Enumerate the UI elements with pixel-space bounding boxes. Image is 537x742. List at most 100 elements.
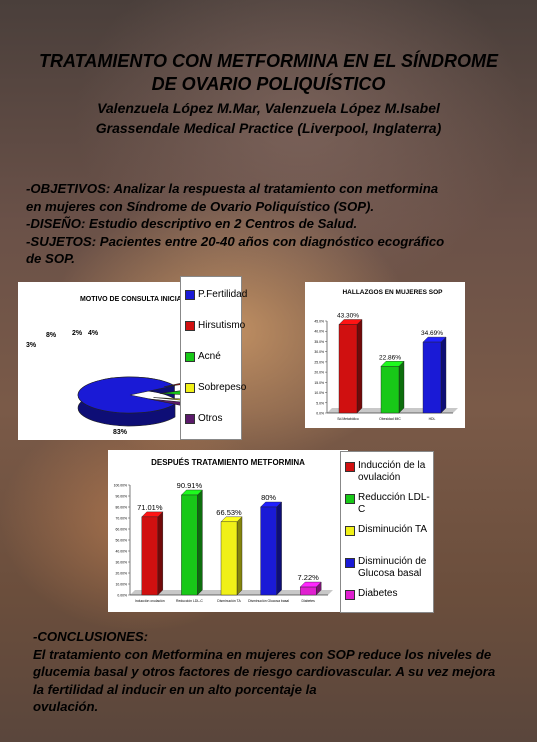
despues-chart-title: DESPUÉS TRATAMIENTO METFORMINA [151,458,305,467]
diseno-line: -DISEÑO: Estudio descriptivo en 2 Centro… [26,216,358,232]
objetivos-line-2: en mujeres con Síndrome de Ovario Poliqu… [26,198,375,214]
despues-bar-2 [220,521,238,596]
authors: Valenzuela López M.Mar, Valenzuela López… [97,100,440,116]
hallazgos-bar-side-2 [440,336,447,414]
legend-label: Otros [198,413,223,424]
intro-text: -OBJETIVOS: Analizar la respuesta al tra… [26,180,444,268]
legend-swatch [345,558,355,568]
hallazgos-y-tick-label: 30.0% [314,350,324,354]
hallazgos-y-tick-label: 15.0% [314,381,324,385]
title-line-2: DE OVARIO POLIQUÍSTICO [151,74,386,94]
hallazgos-bar-1 [380,366,400,414]
hallazgos-y-tick-label: 0.0% [316,412,324,416]
legend-label: Diabetes [358,588,398,599]
hallazgos-chart: 0.0% 5.0% 10.0% 15.0% 20.0% 25.0% 30.0% 35.0% 40… [314,312,458,421]
pie-label-1: 3% [26,342,37,349]
despues-bar-side-2 [236,516,243,596]
despues-category-label-3: Disminución Glucosa basal [248,599,289,603]
hallazgos-bar-0 [338,324,358,414]
pie-chart-title: MOTIVO DE CONSULTA INICIAL [79,296,187,303]
hallazgos-data-label-1: 22.86% [379,354,401,361]
legend-swatch [345,590,355,600]
legend-label: Reducción LDL-C [358,492,430,515]
despues-bar-side-3 [276,501,282,596]
objetivos-line-1: -OBJETIVOS: Analizar la respuesta al tra… [26,181,439,196]
pie-slice-4 [148,398,183,407]
despues-chart: 0.00% 10.00% 20.00% 30.00% 40.00% 50.00% 60.00… [114,481,333,603]
despues-category-label-4: Diabetes [302,599,316,603]
legend-swatch [345,462,355,472]
despues-data-label-3: 80% [261,493,276,502]
conclusions-text: -CONCLUSIONES: El tratamiento con Metfor… [33,628,495,716]
legend-label: Acné [198,351,221,362]
hallazgos-bar-side-0 [356,318,363,414]
institution: Grassendale Medical Practice (Liverpool,… [95,120,442,136]
legend-swatch [185,321,195,331]
legend-swatch [185,383,195,393]
conclusions-line-1: El tratamiento con Metformina en mujeres… [33,646,492,662]
pie-slice-1 [164,382,183,388]
pie-slice-0 [77,376,176,414]
hallazgos-data-label-0: 43.30% [337,312,359,319]
despues-y-tick-label: 80.00% [116,506,128,510]
hallazgos-bar-side-1 [398,360,405,414]
hallazgos-category-label-0: Sd.Metabólico [337,417,359,421]
pie-chart: 83% 3% 8% 2% 4% [26,330,183,436]
despues-y-tick-label: 0.00% [117,594,127,598]
legend-swatch [185,290,195,300]
legend-label: Disminución TA [358,524,428,535]
legend-label: Sobrepeso [198,382,247,393]
sujetos-line-2: de SOP. [26,251,75,267]
pie-label-4: 4% [88,330,99,337]
pie-chart-legend: P.Fertilidad Hirsutismo Acné Sobrepeso Otros [180,276,247,440]
despues-bar-3 [260,506,277,596]
legend-swatch [185,352,195,362]
despues-y-tick-label: 40.00% [116,550,128,554]
pie-label-2: 8% [46,332,57,339]
despues-y-tick-label: 50.00% [116,539,128,543]
poster-title: TRATAMIENTO CON METFORMINA EN EL SÍNDROM… [0,50,537,96]
hallazgos-y-tick-label: 10.0% [314,391,324,395]
legend-swatch [345,526,355,536]
hallazgos-chart-title: HALLAZGOS EN MUJERES SOP [342,289,443,296]
despues-category-label-2: Disminución TA [217,599,241,603]
despues-bar-side-1 [197,489,203,596]
conclusions-line-3: la fertilidad al inducir en un alto porc… [33,681,317,697]
despues-y-tick-label: 60.00% [116,528,128,532]
hallazgos-y-tick-label: 45.0% [314,320,324,324]
conclusions-line-2: glucemia basal y otros factores de riesg… [33,664,496,680]
title-line-1: TRATAMIENTO CON METFORMINA EN EL SÍNDROM… [39,51,498,71]
despues-data-label-4: 7.22% [298,573,320,582]
despues-bar-0 [141,516,158,596]
conclusions-line-4: ovulación. [33,699,99,715]
legend-label: Disminución de Glucosa basal [358,556,427,579]
despues-y-tick-label: 30.00% [116,561,128,565]
pie-slice-2 [159,390,183,395]
despues-data-label-1: 90.91% [177,481,203,490]
hallazgos-category-label-2: HDL [429,417,436,421]
hallazgos-y-tick-label: 25.0% [314,360,324,364]
hallazgos-y-tick-label: 20.0% [314,371,324,375]
despues-bar-1 [181,494,198,596]
legend-label: Hirsutismo [198,320,246,331]
pie-label-0: 83% [113,429,128,436]
legend-swatch [185,414,195,424]
despues-y-tick-label: 70.00% [116,517,128,521]
hallazgos-bar-2 [422,341,442,414]
hallazgos-y-tick-label: 5.0% [316,401,324,405]
pie-label-3: 2% [72,330,83,337]
despues-y-tick-label: 20.00% [116,572,128,576]
hallazgos-data-label-2: 34.69% [421,330,443,337]
despues-chart-panel: DESPUÉS TRATAMIENTO METFORMINA 0.00% 10.0… [108,450,348,612]
despues-y-tick-label: 10.00% [116,583,128,587]
hallazgos-y-tick-label: 40.0% [314,330,324,334]
despues-data-label-0: 71.01% [137,503,163,512]
legend-label: Inducción de la ovulación [358,460,426,483]
sujetos-line-1: -SUJETOS: Pacientes entre 20-40 años con… [26,233,445,249]
authors-block: Valenzuela López M.Mar, Valenzuela López… [0,98,537,138]
despues-category-label-0: Inducción ovulación [135,599,165,603]
legend-swatch [345,494,355,504]
hallazgos-y-tick-label: 35.0% [314,340,324,344]
pie-slice-3 [153,397,183,401]
hallazgos-category-label-1: Obesidad IMC [379,417,401,421]
